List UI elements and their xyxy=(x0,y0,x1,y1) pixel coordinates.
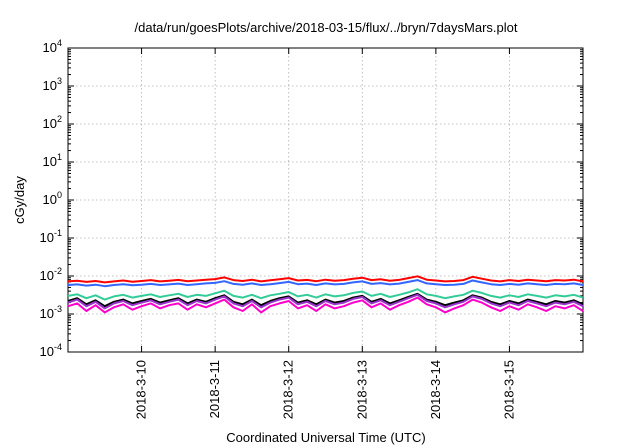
y-tick-label: 10-2 xyxy=(40,266,62,283)
series-line-blue xyxy=(67,279,584,288)
grid xyxy=(68,48,583,352)
x-axis-label: Coordinated Universal Time (UTC) xyxy=(226,430,425,445)
y-tick-label: 103 xyxy=(43,76,62,93)
series-line-purple xyxy=(67,293,584,310)
x-tick-label: 2018-3-13 xyxy=(354,360,369,419)
series-line-black xyxy=(67,292,584,308)
y-axis-label: cGy/day xyxy=(12,176,27,224)
series-group xyxy=(67,275,584,314)
y-tick-label: 10-4 xyxy=(40,342,62,359)
y-tick-label: 100 xyxy=(43,190,62,207)
series-line-green xyxy=(67,288,584,301)
x-tick-label: 2018-3-14 xyxy=(428,360,443,419)
x-tick-label: 2018-3-15 xyxy=(501,360,516,419)
y-tick-label: 10-3 xyxy=(40,304,62,321)
x-tick-label: 2018-3-12 xyxy=(281,360,296,419)
y-tick-label: 102 xyxy=(43,114,62,131)
series-line-red xyxy=(67,275,584,284)
x-axis: 2018-3-10 2018-3-11 2018-3-12 2018-3-13 2018… xyxy=(134,48,516,419)
y-tick-label: 101 xyxy=(43,152,62,169)
y-tick-label: 104 xyxy=(43,38,62,55)
x-tick-label: 2018-3-11 xyxy=(207,360,222,418)
x-tick-label: 2018-3-10 xyxy=(134,360,149,419)
y-axis: 10-4 10-3 10-2 10-1 100 101 102 103 104 xyxy=(40,38,583,359)
chart-title: /data/run/goesPlots/archive/2018-03-15/f… xyxy=(135,20,518,35)
y-tick-label: 10-1 xyxy=(40,228,62,245)
series-line-magenta xyxy=(67,296,584,314)
